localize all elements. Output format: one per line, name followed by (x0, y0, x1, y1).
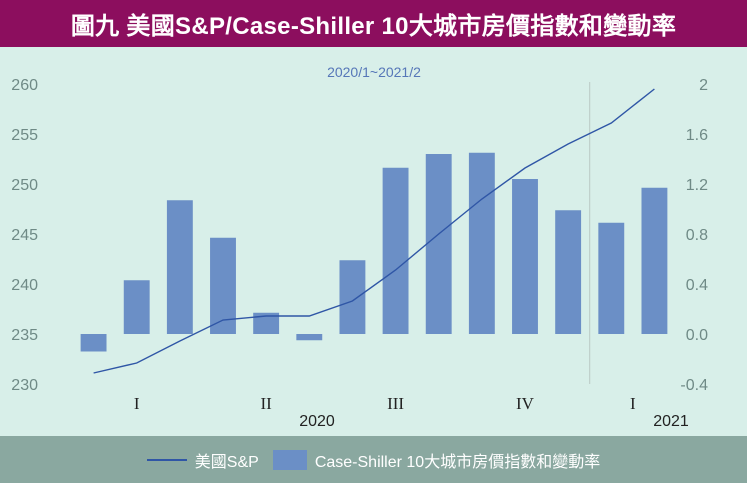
quarter-label: IV (516, 394, 535, 413)
legend: 美國S&P Case-Shiller 10大城市房價指數和變動率 (0, 436, 747, 483)
left-axis-tick: 235 (11, 327, 38, 344)
left-axis-tick: 255 (11, 127, 38, 144)
bar (555, 210, 582, 334)
bar (382, 167, 409, 334)
bar (123, 280, 150, 334)
left-axis-tick: 240 (11, 277, 38, 294)
series-line (93, 88, 655, 374)
legend-line-swatch (146, 458, 187, 461)
legend-label-bar: Case-Shiller 10大城市房價指數和變動率 (314, 453, 601, 471)
right-axis-tick: 2 (699, 77, 708, 94)
right-axis-tick: 1.2 (686, 177, 708, 194)
legend-bar-swatch (272, 449, 307, 470)
legend-item-bar: Case-Shiller 10大城市房價指數和變動率 (272, 448, 601, 472)
bar (468, 152, 495, 334)
bar (598, 222, 625, 334)
bar (210, 237, 236, 334)
left-axis-tick: 245 (11, 227, 38, 244)
quarter-label: I (134, 394, 140, 413)
bar (166, 200, 193, 334)
right-axis-tick: 1.6 (686, 127, 708, 144)
quarter-label: II (260, 394, 272, 413)
chart-plot: 2020/1~2021/2 230 235 240 245 250 255 260 -0.4 0.… (11, 64, 708, 430)
left-axis-tick: 230 (11, 377, 38, 394)
year-label: 2020 (299, 413, 335, 430)
bar (641, 187, 668, 334)
bar (512, 179, 538, 334)
bar (253, 312, 280, 334)
quarter-label: I (630, 394, 636, 413)
right-axis-tick: -0.4 (680, 377, 708, 394)
chart-title: 圖九 美國S&P/Case-Shiller 10大城市房價指數和變動率 (0, 0, 747, 47)
legend-label-line: 美國S&P (194, 453, 259, 471)
left-axis-tick: 250 (11, 177, 38, 194)
bar (296, 334, 323, 341)
bar (339, 260, 366, 334)
right-axis-tick: 0.8 (686, 227, 708, 244)
right-axis-tick: 0.4 (686, 277, 708, 294)
bar (425, 154, 452, 334)
bar (80, 334, 107, 352)
quarter-label: III (387, 394, 404, 413)
chart-subtitle: 2020/1~2021/2 (327, 64, 421, 80)
legend-item-line: 美國S&P (146, 448, 259, 472)
right-axis-tick: 0.0 (686, 327, 708, 344)
left-axis-tick: 260 (11, 77, 38, 94)
year-label: 2021 (653, 413, 689, 430)
